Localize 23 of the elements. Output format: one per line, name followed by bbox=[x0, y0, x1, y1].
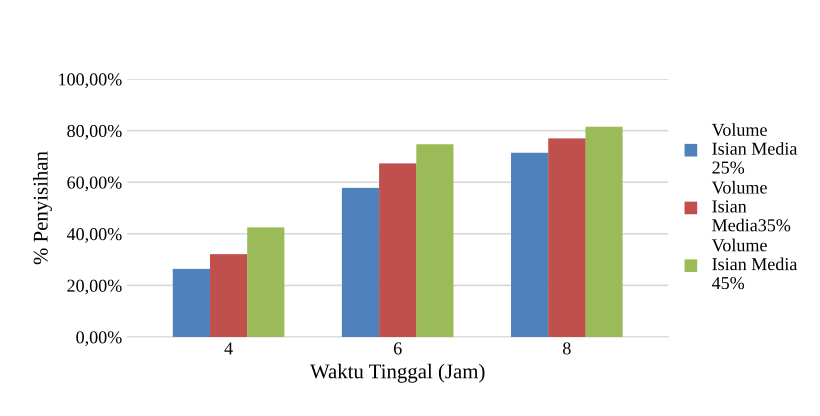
y-tick-label: 20,00% bbox=[67, 280, 122, 294]
bar bbox=[548, 138, 586, 337]
y-tick-label: 60,00% bbox=[67, 176, 122, 192]
bar bbox=[172, 268, 210, 337]
bar bbox=[511, 152, 548, 337]
y-axis-title: % Penyisihan bbox=[33, 151, 52, 264]
y-tick-label: 40,00% bbox=[66, 228, 122, 243]
x-tick-label: 8 bbox=[563, 342, 571, 355]
bar bbox=[585, 126, 623, 337]
bar bbox=[247, 227, 284, 337]
bar bbox=[416, 144, 454, 337]
y-tick-label: 0,00% bbox=[76, 331, 122, 346]
legend-label: Volume Isian Media 45% bbox=[712, 238, 798, 290]
bar bbox=[379, 163, 416, 337]
bar bbox=[210, 254, 248, 337]
bar bbox=[342, 188, 380, 337]
x-tick-label: 6 bbox=[394, 342, 402, 355]
y-tick-label: 80,00% bbox=[67, 124, 122, 140]
x-axis-title: Waktu Tinggal (Jam) bbox=[310, 364, 484, 383]
legend-label: Volume Isian Media 25% bbox=[712, 123, 798, 174]
y-tick-label: 100,00% bbox=[59, 73, 122, 88]
legend-label: Volume Isian Media35% bbox=[712, 180, 790, 232]
x-tick-label: 4 bbox=[224, 342, 233, 354]
